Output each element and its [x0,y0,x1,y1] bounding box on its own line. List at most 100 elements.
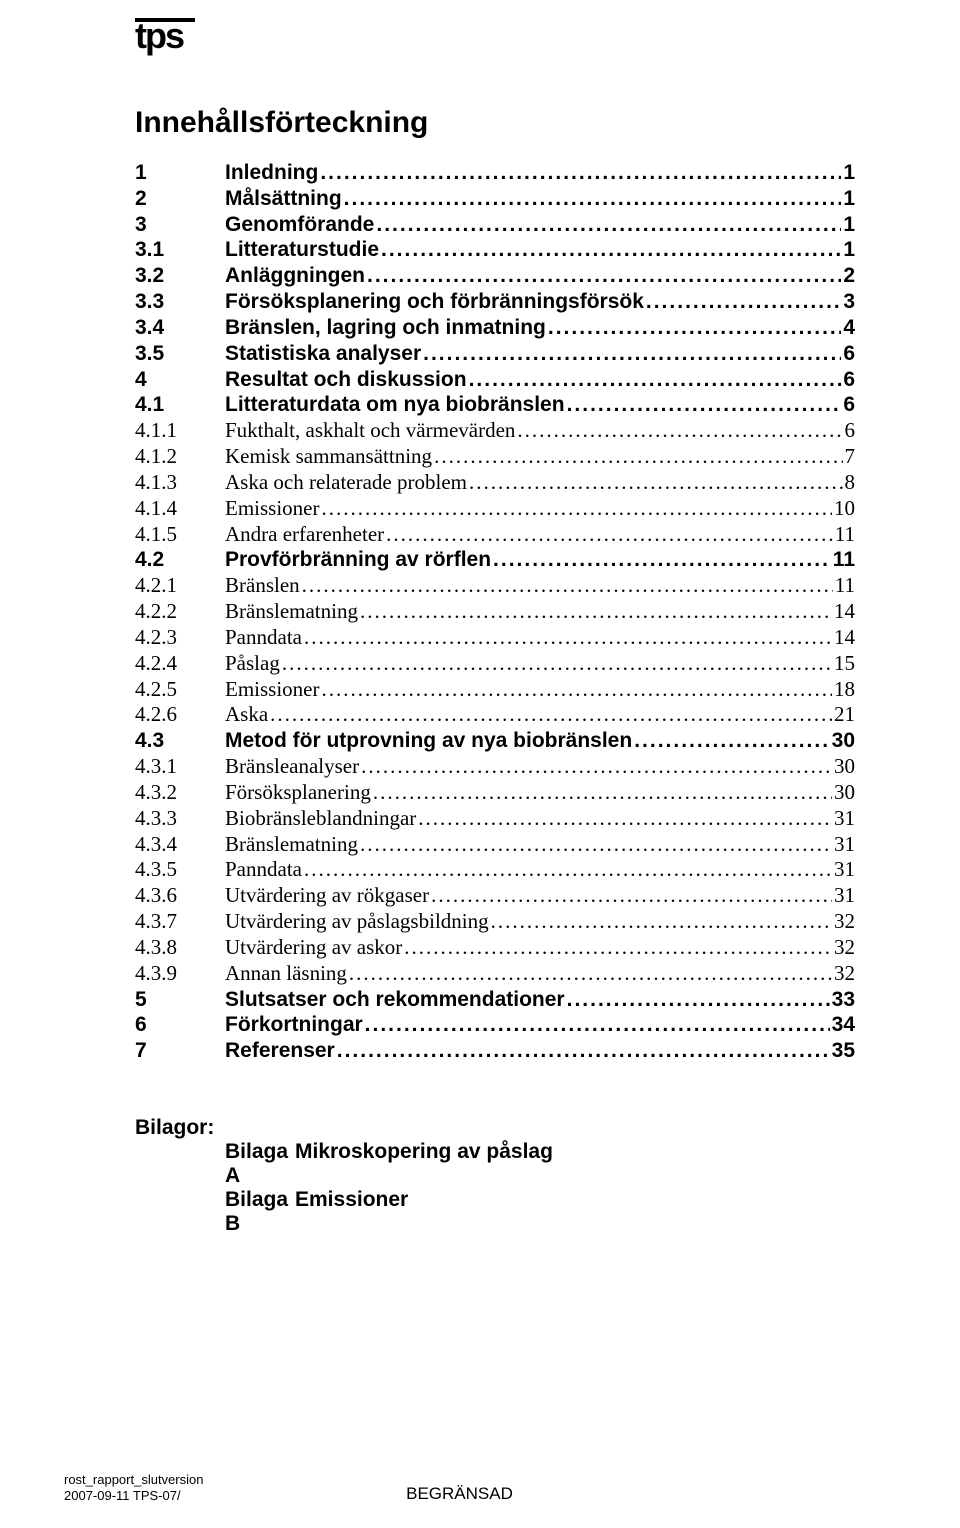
toc-row: 1Inledning1 [135,160,855,186]
toc-row: 3.4Bränslen, lagring och inmatning4 [135,315,855,341]
toc-number: 4.1.3 [135,470,225,496]
toc-number: 4 [135,367,225,393]
toc-leader [418,806,832,832]
toc-row: 4.1.2Kemisk sammansättning7 [135,444,855,470]
toc-page: 14 [834,625,855,651]
toc-leader [634,728,829,754]
toc-number: 4.3.3 [135,806,225,832]
toc-page: 30 [834,780,855,806]
toc-row: 2Målsättning1 [135,186,855,212]
toc-row: 4.2Provförbränning av rörflen11 [135,547,855,573]
toc-row: 4.1.5Andra erfarenheter11 [135,522,855,548]
toc-text: Annan läsning [225,961,347,987]
toc-text: Genomförande [225,212,374,238]
toc-number: 3.3 [135,289,225,315]
toc-leader [517,418,842,444]
toc-row: 3.1Litteraturstudie1 [135,237,855,263]
toc-row: 4.3.4Bränslematning31 [135,832,855,858]
toc-number: 4.2.2 [135,599,225,625]
toc-leader [360,599,832,625]
toc-row: 4.1.1Fukthalt, askhalt och värmevärden6 [135,418,855,444]
toc-text: Utvärdering av askor [225,935,402,961]
toc-leader [434,444,842,470]
toc-page: 33 [832,987,855,1013]
toc-number: 4.2.6 [135,702,225,728]
toc-page: 31 [834,832,855,858]
appendix-text: Mikroskopering av påslag [295,1140,553,1188]
toc-number: 4.3.4 [135,832,225,858]
toc-row: 7Referenser35 [135,1038,855,1064]
toc-row: 4.3.7Utvärdering av påslagsbildning32 [135,909,855,935]
toc-text: Försöksplanering [225,780,371,806]
toc-leader [404,935,832,961]
toc-text: Bränslen [225,573,300,599]
toc-row: 5Slutsatser och rekommendationer33 [135,987,855,1013]
toc-leader [360,832,832,858]
toc-text: Andra erfarenheter [225,522,384,548]
toc-number: 4.3.7 [135,909,225,935]
toc-page: 11 [835,573,855,599]
toc-leader [367,263,841,289]
toc-row: 6Förkortningar34 [135,1012,855,1038]
toc-text: Aska [225,702,268,728]
toc-leader [423,341,841,367]
toc-number: 4.2.3 [135,625,225,651]
toc-page: 11 [833,547,855,573]
logo-text: tps [135,15,183,56]
appendix-text: Emissioner [295,1188,408,1236]
toc-page: 2 [843,263,855,289]
toc-leader [381,237,841,263]
toc-row: 4.3.8Utvärdering av askor32 [135,935,855,961]
toc-number: 4.1.4 [135,496,225,522]
toc-text: Utvärdering av rökgaser [225,883,429,909]
toc-page: 14 [834,599,855,625]
toc-leader [337,1038,830,1064]
footer-center: BEGRÄNSAD [64,1484,855,1504]
toc-row: 4.3.9Annan läsning32 [135,961,855,987]
toc-number: 3.4 [135,315,225,341]
toc-leader [567,987,830,1013]
toc-leader [320,160,841,186]
table-of-contents: 1Inledning12Målsättning13Genomförande13.… [135,160,855,1064]
toc-text: Resultat och diskussion [225,367,467,393]
toc-row: 4.2.4Påslag15 [135,651,855,677]
toc-leader [376,212,841,238]
toc-text: Panndata [225,857,302,883]
toc-row: 4.3.5Panndata31 [135,857,855,883]
toc-number: 4.3.9 [135,961,225,987]
toc-number: 4.2.4 [135,651,225,677]
toc-page: 6 [843,367,855,393]
appendix-row: Bilaga BEmissioner [135,1188,855,1236]
toc-leader [493,547,831,573]
toc-row: 4.3.3Biobränsleblandningar31 [135,806,855,832]
toc-row: 4.2.6Aska21 [135,702,855,728]
toc-number: 2 [135,186,225,212]
toc-number: 4.1 [135,392,225,418]
toc-number: 4.2.1 [135,573,225,599]
toc-row: 4.2.1Bränslen 11 [135,573,855,599]
toc-number: 4.1.1 [135,418,225,444]
toc-row: 3.5Statistiska analyser6 [135,341,855,367]
toc-row: 4.2.2Bränslematning 14 [135,599,855,625]
toc-text: Referenser [225,1038,335,1064]
toc-number: 3 [135,212,225,238]
toc-leader [373,780,832,806]
toc-leader [349,961,832,987]
toc-number: 3.2 [135,263,225,289]
toc-page: 32 [834,909,855,935]
toc-leader [270,702,832,728]
toc-text: Målsättning [225,186,342,212]
toc-leader [322,496,833,522]
toc-row: 4.2.5Emissioner18 [135,677,855,703]
toc-text: Provförbränning av rörflen [225,547,491,573]
toc-row: 3.3Försöksplanering och förbränningsförs… [135,289,855,315]
toc-text: Bränslematning [225,599,358,625]
toc-leader [548,315,841,341]
page: tps Innehållsförteckning 1Inledning12Mål… [0,0,960,1528]
toc-page: 31 [834,806,855,832]
toc-leader [304,625,832,651]
toc-row: 4.3.6Utvärdering av rökgaser31 [135,883,855,909]
toc-row: 4.3.2Försöksplanering30 [135,780,855,806]
toc-row: 4.1.4Emissioner10 [135,496,855,522]
toc-number: 7 [135,1038,225,1064]
